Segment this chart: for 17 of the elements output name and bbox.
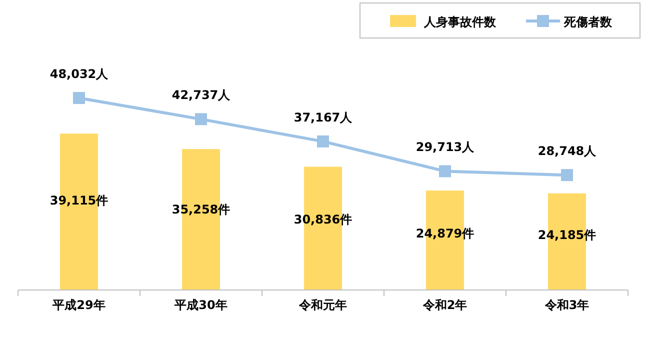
data-label: 28,748人 <box>538 144 598 158</box>
x-tick-label: 平成30年 <box>174 298 228 312</box>
data-label: 42,737人 <box>172 88 232 102</box>
x-tick-label: 令和2年 <box>422 298 468 312</box>
point <box>317 135 329 148</box>
data-label: 29,713人 <box>416 140 476 154</box>
x-tick-label: 平成29年 <box>52 298 106 312</box>
x-tick-label: 令和元年 <box>298 298 347 312</box>
point <box>73 92 85 104</box>
point <box>195 113 207 126</box>
point <box>439 165 451 178</box>
point <box>561 169 573 182</box>
x-tick-label: 令和3年 <box>544 298 590 312</box>
legend-label: 死傷者数 <box>563 15 613 29</box>
legend-label: 人身事故件数 <box>423 15 497 29</box>
data-label: 37,167人 <box>294 110 354 124</box>
data-label: 48,032人 <box>50 67 110 81</box>
